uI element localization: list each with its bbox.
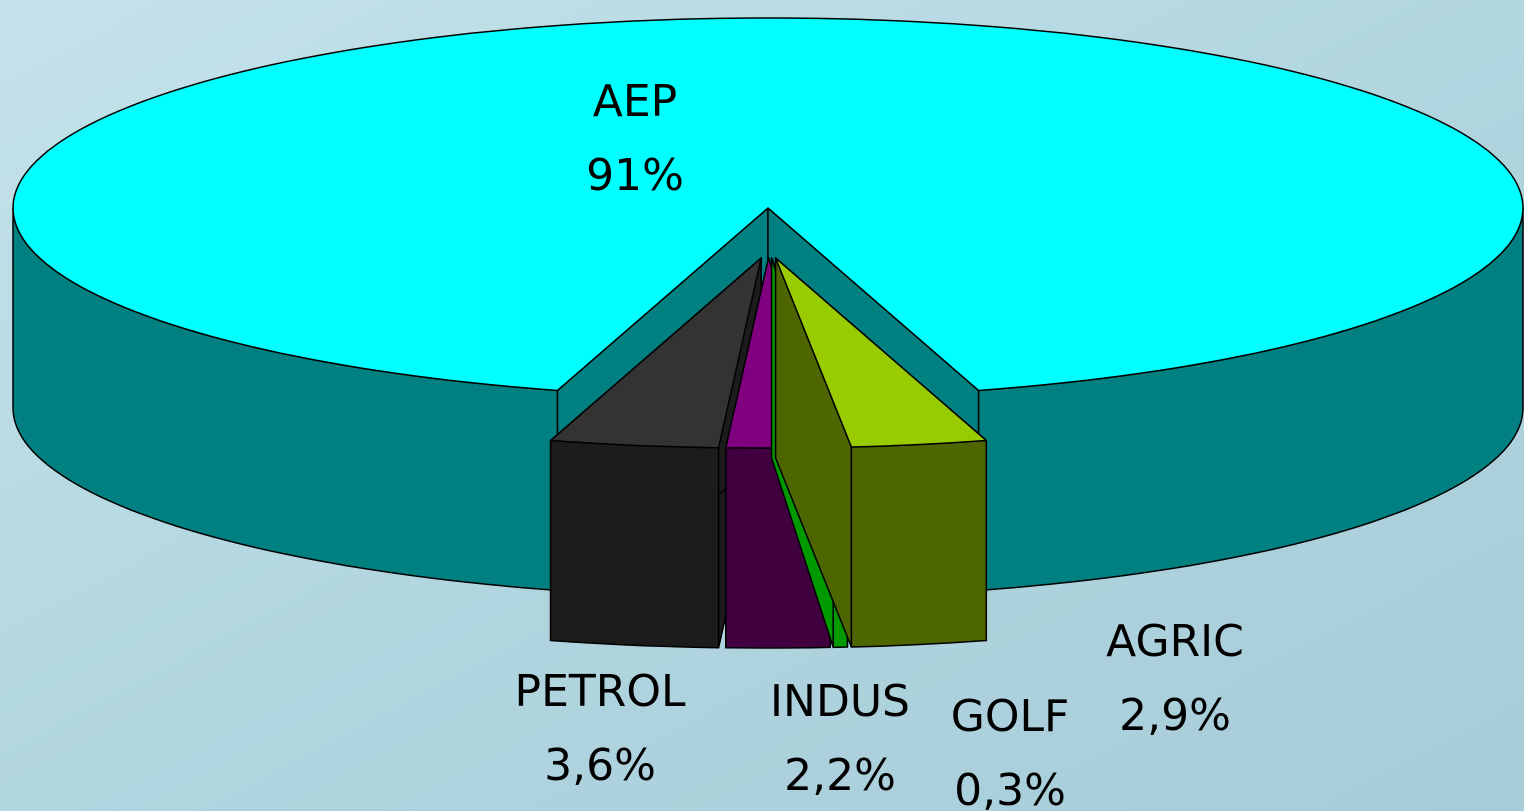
slice-top xyxy=(549,257,762,449)
slice-top xyxy=(12,17,1524,392)
pie-slice xyxy=(774,257,988,648)
slice-top xyxy=(774,257,988,448)
slice-label: AGRIC xyxy=(1106,616,1244,667)
slice-label: GOLF xyxy=(951,691,1070,742)
slice-value-label: 3,6% xyxy=(544,740,656,791)
slice-value-label: 2,2% xyxy=(784,750,896,801)
slice-label: PETROL xyxy=(515,666,686,717)
slice-value-label: 2,9% xyxy=(1119,690,1231,741)
slice-label: INDUS xyxy=(770,676,910,727)
slice-value-label: 0,3% xyxy=(954,765,1066,811)
slice-label: AEP xyxy=(593,76,677,127)
slice-wall xyxy=(850,439,988,648)
slice-value-label: 91% xyxy=(586,150,684,201)
slice-wall xyxy=(549,439,720,649)
